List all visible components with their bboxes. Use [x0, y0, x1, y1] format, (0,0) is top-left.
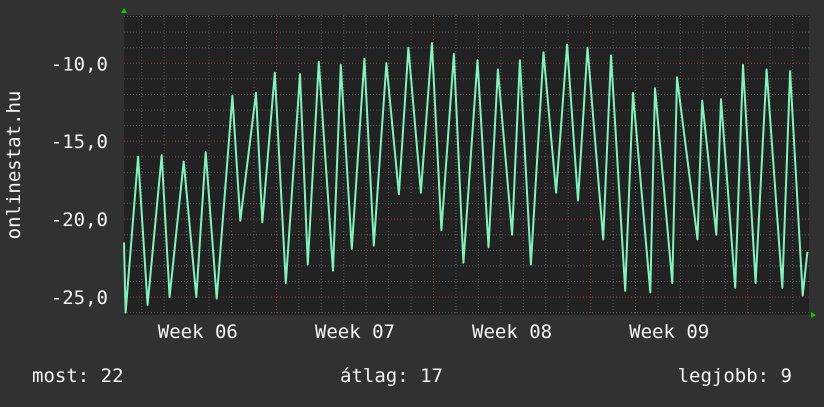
footer-current: most: 22	[32, 365, 124, 387]
x-tick-label: Week 09	[629, 321, 709, 343]
x-tick-label: Week 08	[472, 321, 552, 343]
y-tick-label: -20,0	[51, 209, 108, 231]
y-axis-label: onlinestat.hu	[3, 91, 25, 240]
y-axis: -10,0 -15,0 -20,0 -25,0	[51, 53, 108, 309]
y-tick-label: -15,0	[51, 131, 108, 153]
x-tick-label: Week 06	[158, 321, 238, 343]
x-tick-label: Week 07	[315, 321, 395, 343]
plot-area	[124, 15, 809, 315]
footer-best: legjobb: 9	[678, 365, 792, 387]
y-axis-arrow-icon	[121, 8, 127, 13]
footer-average: átlag: 17	[340, 365, 443, 387]
y-tick-label: -10,0	[51, 53, 108, 75]
series-line	[123, 42, 809, 314]
y-tick-label: -25,0	[51, 287, 108, 309]
x-axis-arrow-icon	[811, 312, 816, 318]
x-axis: Week 06 Week 07 Week 08 Week 09	[158, 321, 709, 343]
